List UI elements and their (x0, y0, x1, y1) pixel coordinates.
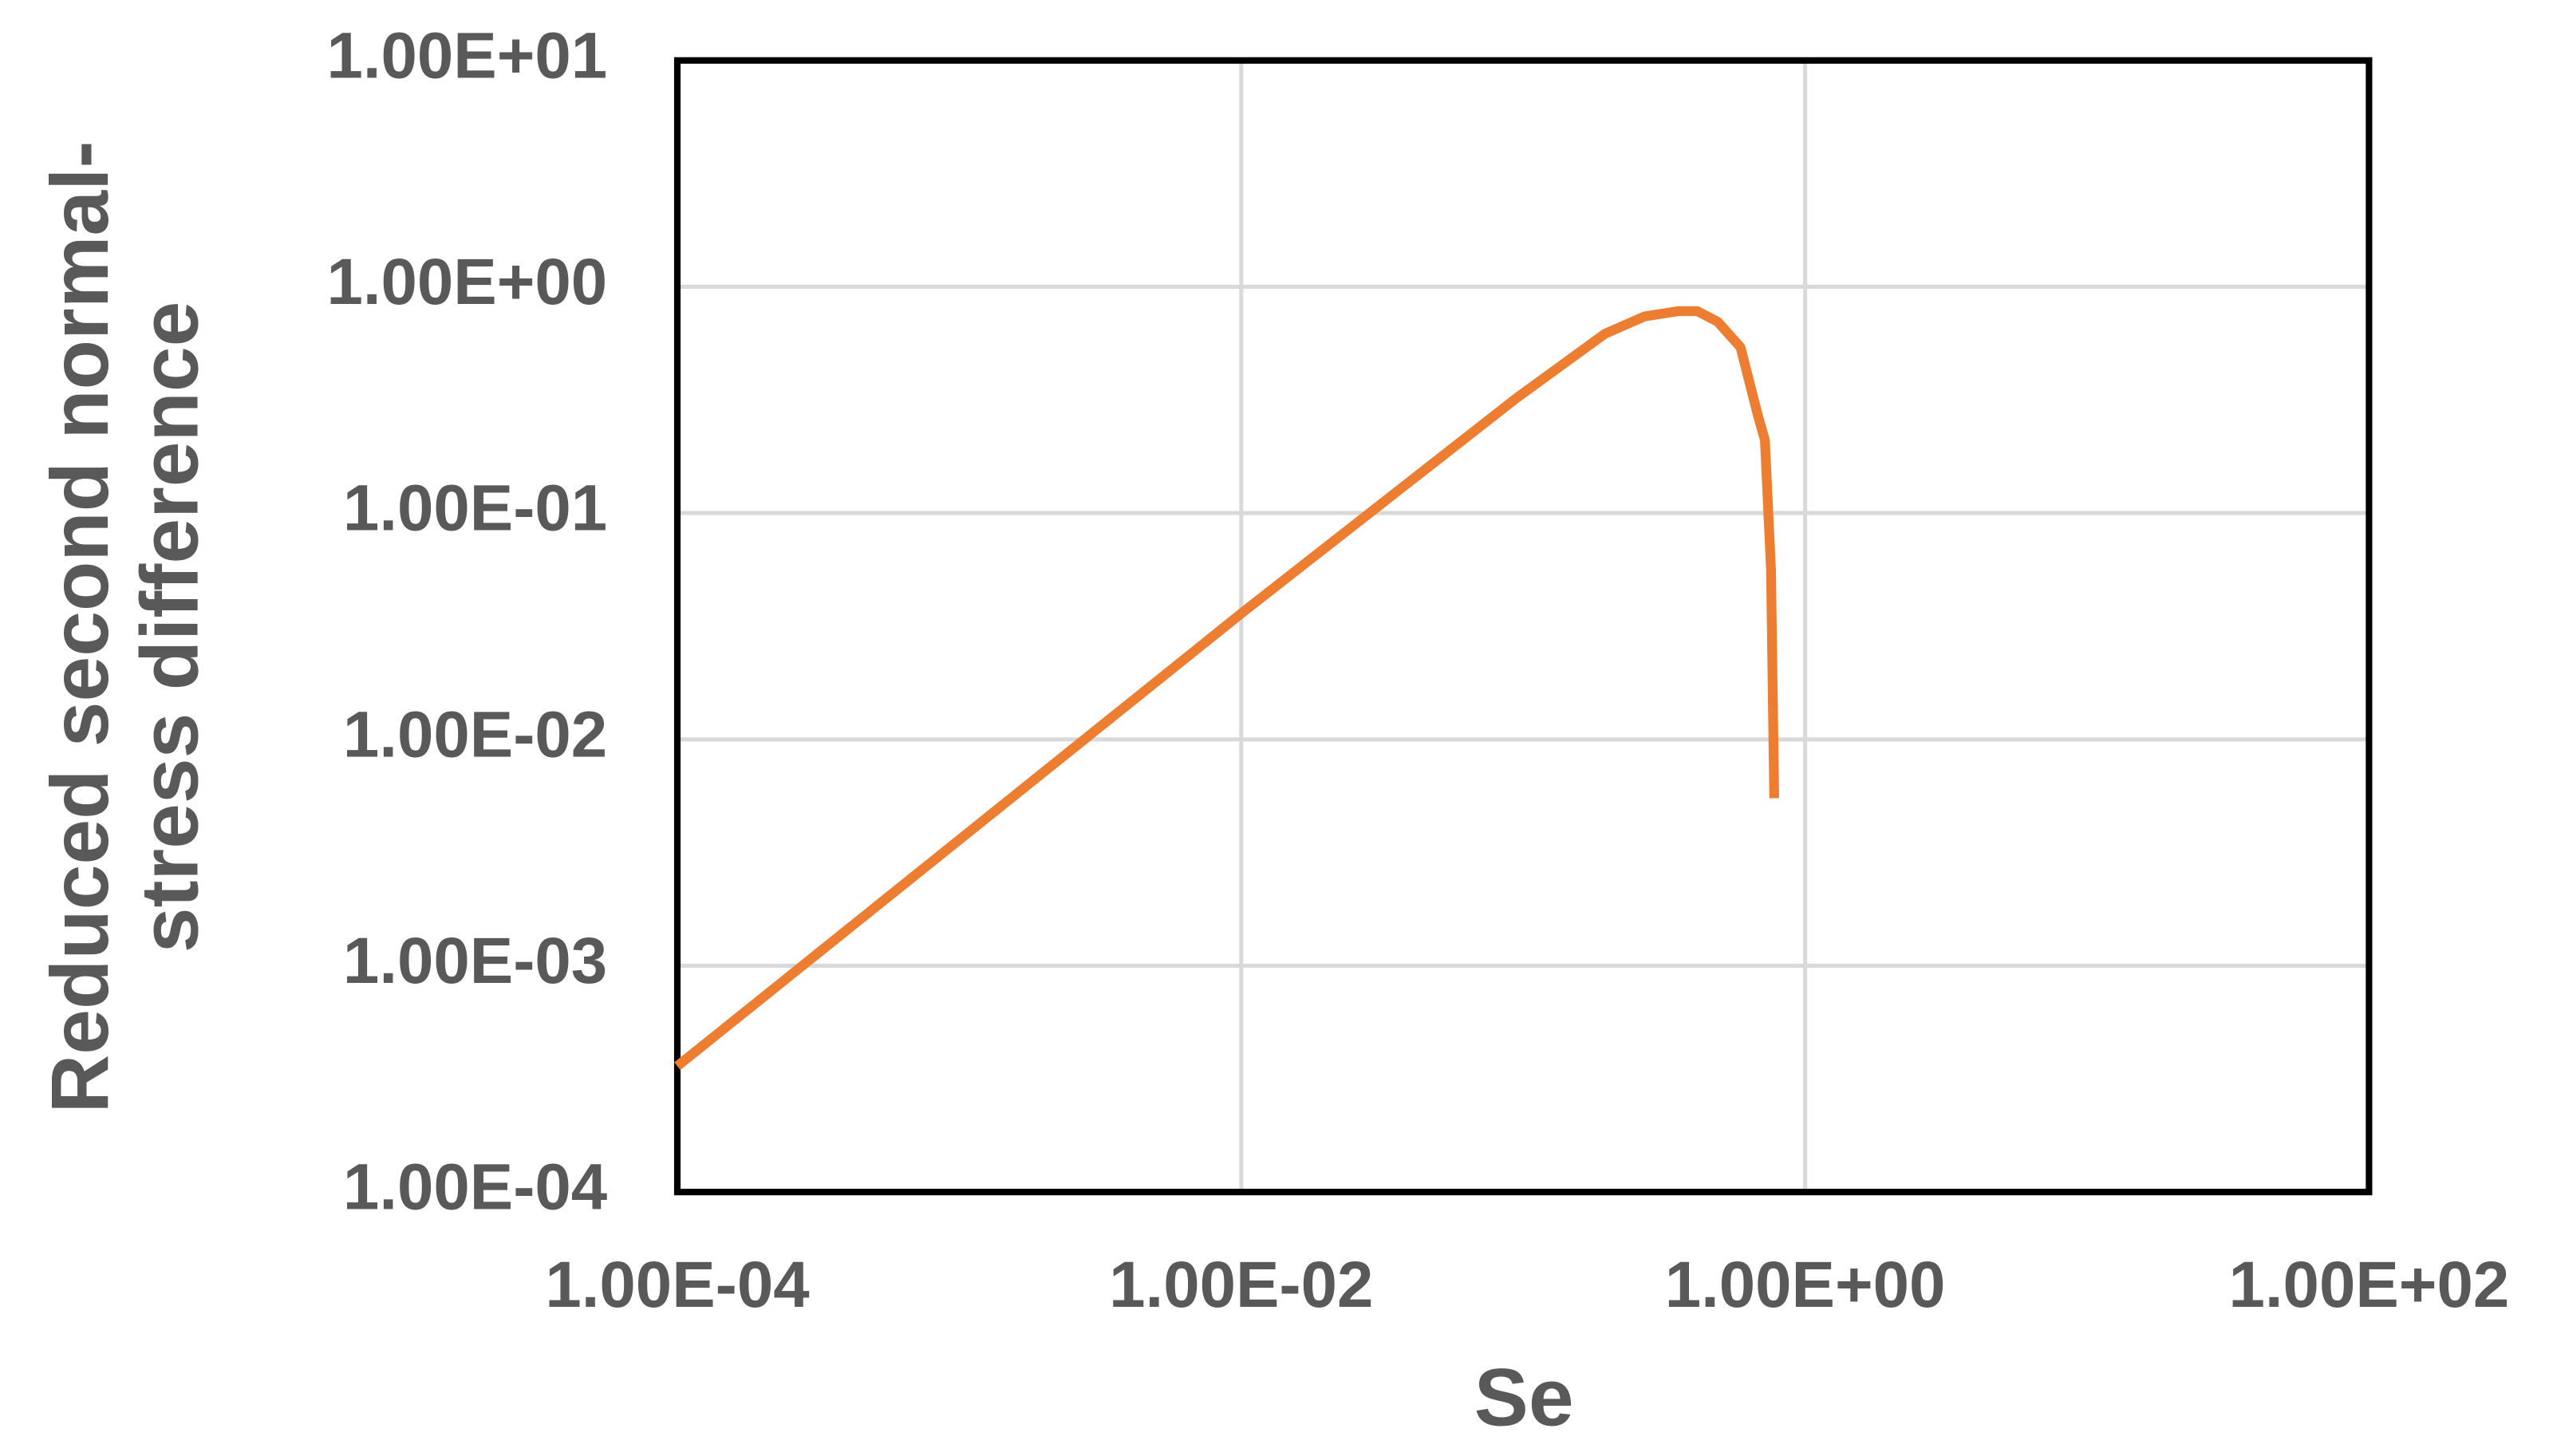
y-tick-label: 1.00E-02 (343, 698, 607, 771)
y-tick-label: 1.00E+01 (326, 19, 607, 92)
y-tick-label: 1.00E+00 (326, 246, 607, 318)
data-line (674, 306, 1779, 1071)
x-tick-label: 1.00E-04 (545, 1249, 809, 1321)
x-tick-label: 1.00E-02 (1109, 1249, 1373, 1321)
x-axis-title: Se (1474, 1351, 1574, 1442)
y-tick-label: 1.00E-01 (343, 472, 607, 545)
y-axis-title-line: stress difference (124, 302, 215, 953)
plot-frame (673, 57, 2373, 1196)
y-tick-label: 1.00E-04 (343, 1151, 607, 1224)
y-tick-label: 1.00E-03 (343, 925, 607, 997)
x-tick-label: 1.00E+00 (1665, 1249, 1946, 1321)
y-axis-title: Reduced second normal- stress difference (34, 140, 215, 1113)
x-tick-label: 1.00E+02 (2228, 1249, 2509, 1321)
y-axis-title-line: Reduced second normal- (34, 140, 125, 1113)
